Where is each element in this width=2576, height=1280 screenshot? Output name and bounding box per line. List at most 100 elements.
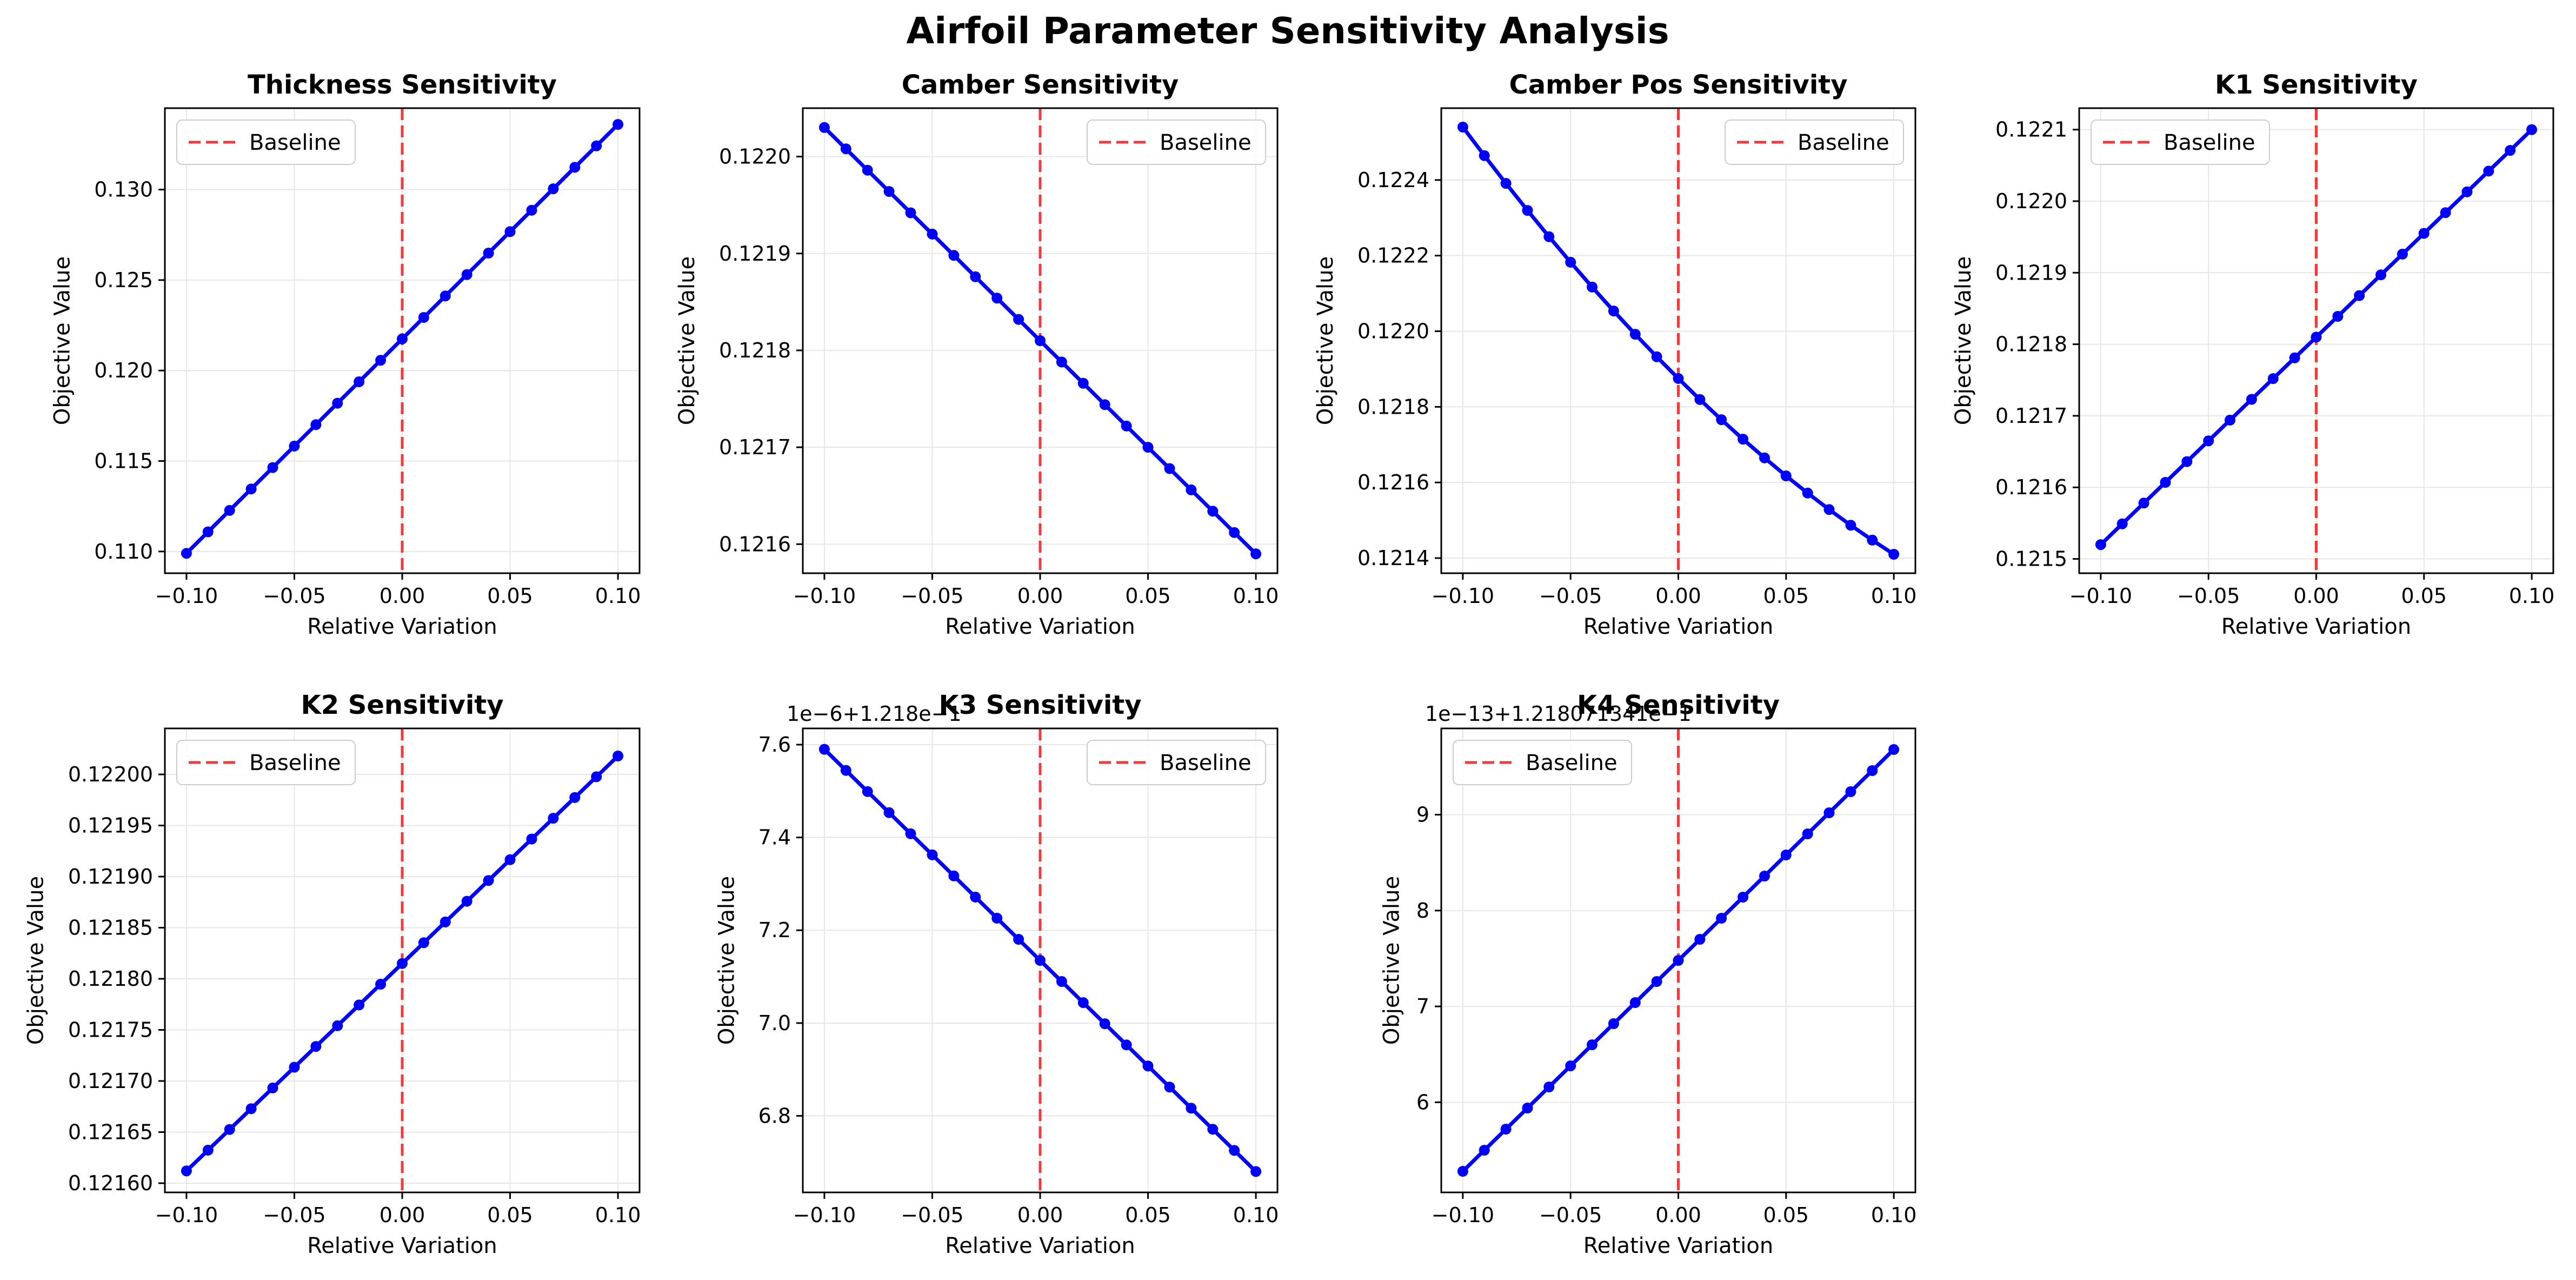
subplot-5: −0.10 −0.05 0.00 0.05 0.10 0.12160 0.12165 0.12…	[24, 690, 641, 1258]
x-tick-label: −0.10	[1432, 584, 1494, 608]
legend-box	[176, 120, 356, 165]
data-point	[1121, 1039, 1132, 1051]
data-point	[613, 751, 624, 761]
data-point	[1565, 1060, 1576, 1071]
data-point	[1651, 976, 1662, 987]
legend-box	[176, 740, 356, 785]
data-point	[2138, 498, 2149, 509]
data-point	[970, 891, 981, 903]
data-point	[1802, 828, 1813, 839]
data-point	[2397, 248, 2408, 260]
data-point	[461, 269, 472, 280]
legend-box	[1087, 740, 1266, 785]
subplot-title: K1 Sensitivity	[2215, 70, 2418, 100]
x-tick-label: 0.05	[487, 584, 533, 608]
data-point	[310, 1041, 322, 1052]
data-point	[1457, 122, 1468, 132]
x-tick-label: 0.05	[1125, 1203, 1171, 1227]
x-tick-label: 0.10	[1871, 584, 1917, 608]
data-point	[483, 875, 494, 886]
y-tick-label: 0.1222	[1357, 244, 1429, 268]
data-point	[1013, 934, 1024, 945]
y-tick-label: 0.1220	[1357, 320, 1429, 343]
y-tick-label: 0.12170	[68, 1069, 153, 1093]
data-point	[905, 207, 916, 218]
legend: Baseline	[1725, 120, 1904, 165]
x-tick-label: −0.05	[2177, 584, 2240, 608]
subplot-title: Camber Pos Sensitivity	[1509, 70, 1847, 100]
data-point	[1694, 934, 1706, 945]
data-point	[1207, 506, 1219, 517]
x-tick-label: 0.00	[380, 1203, 425, 1227]
y-tick-label: 7	[1416, 994, 1429, 1018]
data-point	[548, 813, 559, 824]
y-axis-label: Objective Value	[24, 876, 49, 1045]
subplot-title: K3 Sensitivity	[939, 690, 1142, 720]
x-tick-label: −0.10	[155, 584, 218, 608]
y-tick-label: 0.1219	[1995, 261, 2067, 284]
data-point	[1056, 976, 1067, 987]
x-axis-label: Relative Variation	[307, 1233, 497, 1258]
data-point	[1694, 394, 1706, 405]
data-point	[883, 186, 895, 197]
data-point	[2267, 373, 2279, 384]
x-tick-label: 0.05	[1763, 1203, 1809, 1227]
data-point	[289, 440, 300, 452]
y-tick-label: 8	[1416, 899, 1429, 923]
data-point	[354, 999, 365, 1011]
y-tick-label: 0.125	[94, 268, 153, 292]
y-tick-label: 0.130	[94, 178, 153, 202]
data-point	[1738, 892, 1749, 903]
x-tick-label: −0.10	[155, 1203, 218, 1227]
data-point	[418, 312, 429, 323]
y-tick-label: 0.12165	[68, 1120, 153, 1144]
y-tick-label: 0.1217	[1995, 404, 2067, 428]
data-point	[2375, 269, 2387, 281]
data-point	[613, 119, 624, 130]
data-point	[1608, 306, 1619, 317]
x-tick-label: 0.10	[2509, 584, 2555, 608]
data-point	[1164, 1082, 1175, 1093]
data-point	[504, 226, 516, 237]
data-point	[862, 164, 873, 176]
data-point	[289, 1062, 300, 1073]
data-point	[1823, 504, 1835, 515]
data-point	[1673, 373, 1684, 384]
data-point	[1479, 150, 1490, 161]
x-tick-label: −0.05	[1539, 1203, 1602, 1227]
y-tick-label: 7.2	[758, 918, 791, 942]
legend-label: Baseline	[1160, 130, 1252, 155]
data-point	[1867, 765, 1878, 776]
x-tick-label: −0.10	[793, 1203, 856, 1227]
data-point	[1099, 399, 1110, 410]
data-point	[569, 792, 581, 803]
data-point	[1888, 744, 1900, 755]
data-point	[948, 870, 960, 881]
legend-box	[2091, 120, 2270, 165]
subplot-title: Camber Sensitivity	[902, 70, 1179, 100]
subplot-title: K4 Sensitivity	[1577, 690, 1780, 720]
y-tick-label: 0.12185	[68, 916, 153, 940]
data-point	[905, 828, 916, 839]
data-point	[1229, 1145, 1240, 1156]
legend: Baseline	[176, 120, 356, 165]
y-tick-label: 0.1218	[719, 339, 791, 362]
data-point	[2526, 124, 2538, 135]
x-tick-label: 0.10	[1871, 1203, 1917, 1227]
data-point	[1867, 534, 1878, 546]
legend: Baseline	[176, 740, 356, 785]
data-point	[310, 419, 322, 430]
data-point	[2311, 331, 2322, 343]
x-tick-label: −0.05	[263, 584, 325, 608]
data-point	[1035, 335, 1046, 346]
data-point	[548, 183, 559, 195]
y-tick-label: 0.120	[94, 359, 153, 382]
legend-label: Baseline	[1526, 751, 1618, 775]
legend: Baseline	[1087, 120, 1266, 165]
data-point	[1629, 997, 1641, 1008]
data-point	[397, 333, 408, 344]
y-axis-label: Objective Value	[1951, 256, 1976, 425]
y-tick-label: 0.115	[94, 449, 153, 473]
y-axis-label: Objective Value	[50, 256, 75, 425]
